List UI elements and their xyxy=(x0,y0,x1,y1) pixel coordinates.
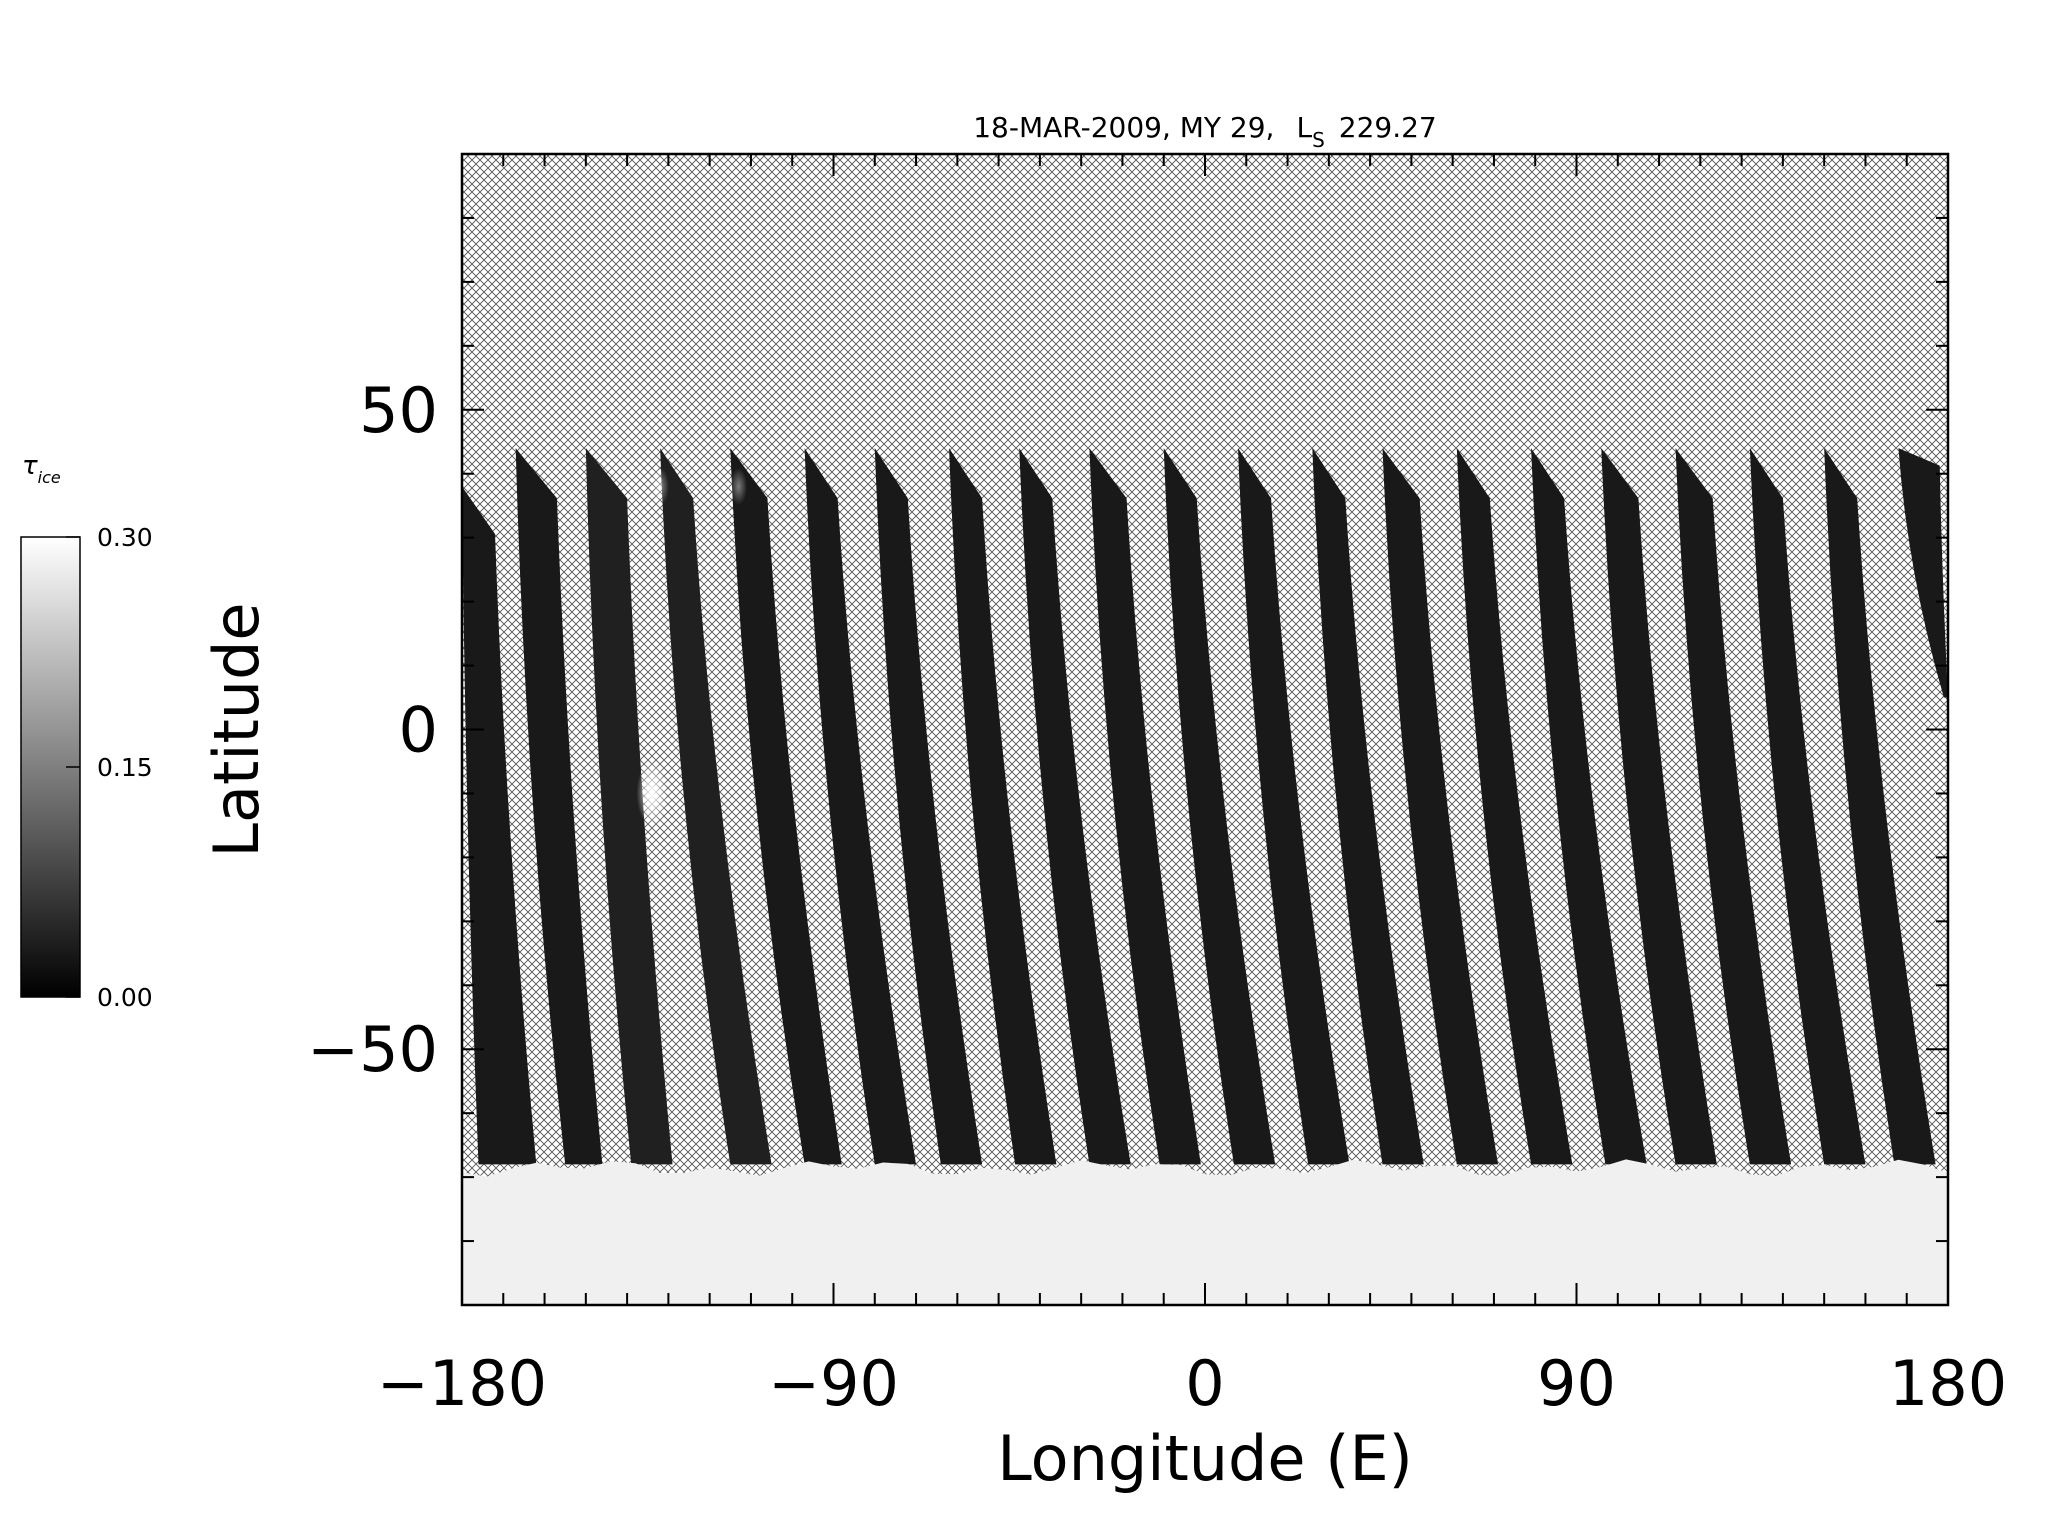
x-axis-label: Longitude (E) xyxy=(997,1422,1413,1495)
bright-spot-3 xyxy=(730,468,747,505)
y-tick-label: 0 xyxy=(399,694,438,767)
bright-spot-2 xyxy=(651,467,669,505)
chart-title: 18-MAR-2009, MY 29, LS 229.27 xyxy=(973,111,1437,152)
x-tick-label: −180 xyxy=(377,1347,547,1420)
x-tick-label: 0 xyxy=(1185,1347,1224,1420)
colorbar-tick-label: 0.00 xyxy=(97,983,153,1012)
y-axis-label: Latitude xyxy=(200,602,273,857)
y-tick-label: 50 xyxy=(359,374,438,447)
colorbar-tick-label: 0.15 xyxy=(97,753,153,782)
x-tick-label: −90 xyxy=(768,1347,899,1420)
plot-area: −180 −90 0 90 180 50 0 −50 xyxy=(307,154,2007,1420)
bright-spot-1 xyxy=(637,760,668,827)
colorbar-label: τice xyxy=(22,451,61,487)
y-tick-label: −50 xyxy=(307,1013,438,1086)
colorbar-tick-label: 0.30 xyxy=(97,523,153,552)
x-tick-label: 180 xyxy=(1889,1347,2007,1420)
colorbar: τice 0.30 0.15 0.00 xyxy=(21,451,153,1012)
x-tick-label: 90 xyxy=(1537,1347,1616,1420)
